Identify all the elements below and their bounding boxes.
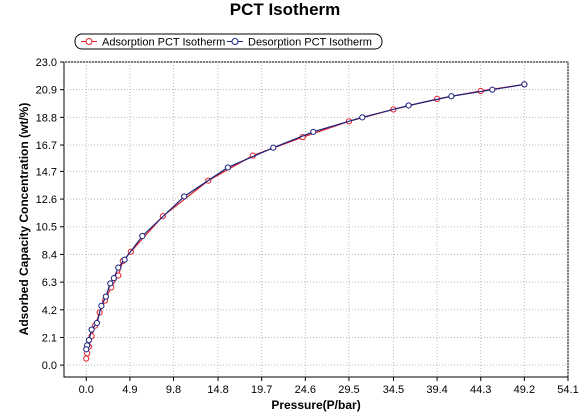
y-axis-title: Adsorbed Capacity Concentration (wt/%) (17, 103, 31, 336)
data-point-desorption-pct-isotherm (139, 232, 146, 240)
grid-lines (64, 61, 569, 377)
data-point-desorption-pct-isotherm (102, 293, 109, 300)
data-point-desorption-pct-isotherm (98, 302, 105, 309)
legend-adsorption-marker (85, 38, 93, 45)
data-point-desorption-pct-isotherm (448, 93, 455, 100)
legend: Adsorption PCT Isotherm Desorption PCT I… (74, 33, 383, 50)
y-tick-label: 10.5 (36, 222, 57, 234)
data-point-desorption-pct-isotherm (115, 264, 122, 271)
plot-area (63, 61, 569, 378)
x-tick-label: 44.3 (470, 384, 491, 396)
axis-ticks (60, 61, 569, 381)
x-tick-label: 34.5 (383, 384, 404, 396)
legend-desorption-label: Desorption PCT Isotherm (248, 37, 372, 49)
x-tick-label: 39.4 (426, 384, 447, 396)
y-tick-label: 20.9 (36, 85, 57, 97)
y-tick-label: 23.0 (36, 57, 57, 69)
y-tick-label: 0.0 (42, 360, 57, 372)
data-point-desorption-pct-isotherm (181, 193, 188, 200)
chart-title: PCT Isotherm (230, 0, 341, 19)
legend-adsorption-label: Adsorption PCT Isotherm (102, 37, 225, 49)
x-tick-label: 49.2 (514, 384, 535, 396)
x-tick-label: 0.0 (79, 384, 94, 396)
series-layer (83, 81, 528, 362)
x-tick-label: 14.8 (207, 384, 228, 396)
data-point-desorption-pct-isotherm (107, 280, 114, 287)
y-tick-label: 2.1 (42, 332, 57, 344)
y-tick-label: 16.7 (36, 140, 57, 152)
y-tick-labels: 0.0 2.1 4.2 6.3 8.4 10.5 12.6 14.7 16.7 18.8 20.9 2… (36, 57, 57, 372)
x-tick-labels: 0.0 4.9 9.8 14.8 19.7 24.6 29.5 34.5 39.4 44.3 49.… (79, 384, 579, 396)
y-tick-label: 6.3 (42, 277, 57, 289)
data-point-desorption-pct-isotherm (359, 114, 366, 121)
legend-desorption-marker (231, 38, 239, 45)
data-point-desorption-pct-isotherm (489, 86, 496, 93)
data-point-desorption-pct-isotherm (88, 326, 95, 333)
data-point-desorption-pct-isotherm (521, 81, 528, 88)
data-point-desorption-pct-isotherm (110, 275, 117, 282)
x-tick-label: 4.9 (122, 384, 137, 396)
x-tick-label: 29.5 (338, 384, 359, 396)
data-point-adsorption-pct-isotherm (83, 355, 90, 362)
data-point-desorption-pct-isotherm (121, 256, 128, 263)
x-tick-label: 54.1 (557, 384, 578, 396)
y-tick-label: 14.7 (36, 166, 57, 178)
y-tick-label: 4.2 (42, 305, 57, 317)
data-point-desorption-pct-isotherm (93, 319, 101, 327)
data-point-desorption-pct-isotherm (310, 128, 317, 135)
data-point-desorption-pct-isotherm (83, 346, 90, 353)
x-tick-label: 24.6 (295, 384, 316, 396)
data-point-desorption-pct-isotherm (85, 336, 93, 344)
data-point-adsorption-pct-isotherm (115, 272, 122, 279)
data-point-desorption-pct-isotherm (405, 102, 412, 109)
y-tick-label: 12.6 (36, 194, 57, 206)
data-point-desorption-pct-isotherm (270, 144, 277, 151)
x-axis-title: Pressure(P/bar) (271, 398, 360, 412)
y-tick-label: 8.4 (42, 249, 57, 261)
data-point-desorption-pct-isotherm (224, 164, 231, 171)
x-tick-label: 19.7 (251, 384, 272, 396)
y-tick-label: 18.8 (36, 112, 57, 124)
x-tick-label: 9.8 (166, 384, 181, 396)
